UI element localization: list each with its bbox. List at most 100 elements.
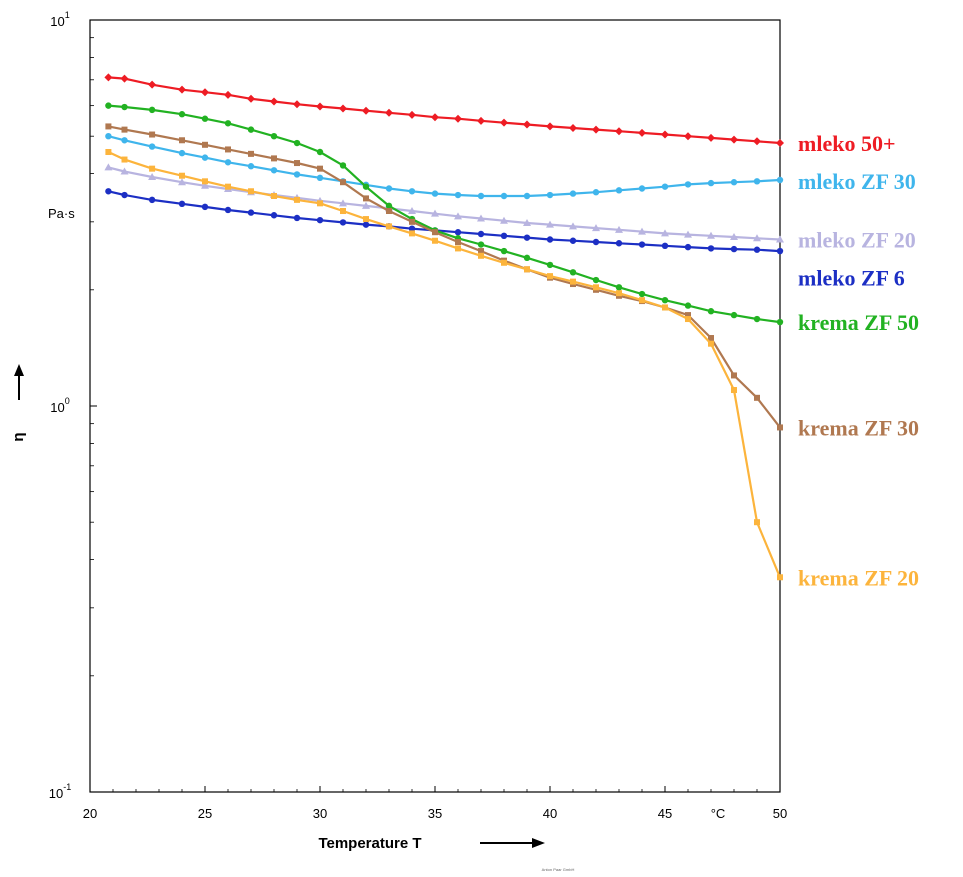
data-point-krema-zf-20 bbox=[777, 574, 783, 581]
data-point-mleko-zf-6 bbox=[707, 245, 715, 252]
data-point-krema-zf-50 bbox=[105, 102, 112, 109]
data-point-krema-zf-30 bbox=[271, 155, 277, 162]
data-point-krema-zf-30 bbox=[432, 229, 438, 236]
x-axis-arrow bbox=[480, 838, 545, 848]
data-point-krema-zf-20 bbox=[685, 316, 691, 323]
data-point-mleko-zf-6 bbox=[339, 219, 347, 226]
data-point-mleko-zf-30 bbox=[454, 191, 462, 199]
data-point-mleko-zf-6 bbox=[753, 246, 761, 253]
data-point-mleko-zf-30 bbox=[500, 192, 508, 200]
data-point-mleko-zf-30 bbox=[408, 188, 416, 195]
data-point-mleko-50 bbox=[523, 120, 531, 129]
y-tick-label: 10-1 bbox=[49, 782, 71, 801]
data-point-krema-zf-50 bbox=[148, 106, 156, 114]
data-point-krema-zf-30 bbox=[455, 238, 461, 245]
data-point-mleko-50 bbox=[120, 74, 129, 83]
data-point-krema-zf-30 bbox=[179, 137, 185, 144]
data-point-mleko-50 bbox=[316, 102, 324, 111]
data-point-krema-zf-20 bbox=[570, 278, 576, 285]
data-point-mleko-zf-6 bbox=[362, 221, 370, 228]
data-point-mleko-zf-6 bbox=[730, 245, 738, 253]
data-point-mleko-50 bbox=[247, 94, 255, 103]
x-tick-label: 50 bbox=[773, 806, 787, 821]
data-point-mleko-zf-20 bbox=[592, 224, 600, 232]
series-label-krema-zf-50: krema ZF 50 bbox=[798, 310, 919, 335]
data-point-krema-zf-50 bbox=[753, 315, 761, 323]
y-tick-label: 100 bbox=[50, 396, 69, 415]
data-point-mleko-zf-30 bbox=[753, 178, 761, 185]
data-point-mleko-zf-30 bbox=[776, 176, 784, 184]
x-tick-label: 25 bbox=[198, 806, 212, 821]
x-tick-label: 45 bbox=[658, 806, 672, 821]
data-point-krema-zf-30 bbox=[105, 123, 112, 130]
x-axis-ticks: 20 25 30 35 40 45 50 bbox=[83, 786, 787, 821]
data-point-krema-zf-30 bbox=[754, 394, 760, 401]
data-point-mleko-zf-20 bbox=[477, 214, 485, 222]
data-point-mleko-zf-20 bbox=[431, 209, 439, 217]
data-point-mleko-zf-30 bbox=[477, 192, 485, 200]
data-point-krema-zf-30 bbox=[248, 150, 254, 157]
data-point-mleko-zf-20 bbox=[523, 218, 531, 226]
data-point-krema-zf-30 bbox=[149, 131, 156, 138]
data-point-mleko-zf-20 bbox=[120, 167, 129, 175]
data-point-mleko-zf-20 bbox=[408, 207, 416, 215]
data-point-mleko-zf-20 bbox=[638, 227, 646, 235]
data-point-mleko-zf-20 bbox=[684, 230, 692, 238]
data-point-krema-zf-20 bbox=[754, 519, 760, 526]
data-point-krema-zf-20 bbox=[547, 273, 553, 280]
data-point-krema-zf-50 bbox=[500, 247, 508, 255]
data-point-mleko-zf-6 bbox=[247, 209, 255, 216]
data-point-krema-zf-20 bbox=[409, 230, 415, 237]
data-point-mleko-zf-6 bbox=[638, 241, 646, 248]
data-point-mleko-50 bbox=[454, 114, 462, 123]
data-point-krema-zf-30 bbox=[386, 208, 392, 215]
data-point-mleko-zf-20 bbox=[454, 212, 462, 220]
data-point-krema-zf-20 bbox=[662, 304, 668, 311]
data-point-mleko-50 bbox=[408, 110, 416, 119]
data-point-krema-zf-30 bbox=[731, 372, 737, 379]
data-point-mleko-zf-30 bbox=[661, 183, 669, 190]
y-axis-title: η bbox=[10, 432, 27, 441]
data-point-mleko-50 bbox=[362, 106, 370, 115]
data-point-krema-zf-50 bbox=[385, 202, 393, 210]
data-point-krema-zf-20 bbox=[179, 172, 185, 179]
data-point-mleko-zf-30 bbox=[293, 171, 301, 178]
data-point-mleko-zf-20 bbox=[148, 172, 157, 180]
series-line-mleko-zf-6 bbox=[108, 190, 781, 253]
data-point-krema-zf-30 bbox=[202, 141, 208, 148]
data-point-mleko-zf-6 bbox=[546, 236, 554, 243]
data-point-mleko-50 bbox=[431, 113, 439, 122]
data-point-mleko-50 bbox=[730, 135, 738, 144]
x-tick-label: 30 bbox=[313, 806, 327, 821]
data-point-mleko-50 bbox=[293, 100, 301, 109]
data-point-krema-zf-20 bbox=[616, 290, 622, 297]
data-point-mleko-50 bbox=[753, 137, 761, 146]
data-point-krema-zf-20 bbox=[478, 252, 484, 259]
data-point-krema-zf-20 bbox=[271, 192, 277, 199]
data-point-mleko-zf-20 bbox=[776, 235, 784, 243]
data-point-krema-zf-20 bbox=[708, 340, 714, 347]
data-point-mleko-zf-6 bbox=[316, 216, 324, 224]
data-point-krema-zf-30 bbox=[685, 312, 691, 319]
series-label-mleko-zf-6: mleko ZF 6 bbox=[798, 265, 905, 290]
data-point-mleko-zf-30 bbox=[707, 179, 715, 187]
data-point-mleko-zf-6 bbox=[454, 229, 462, 236]
data-point-mleko-zf-20 bbox=[178, 178, 186, 186]
y-axis-arrow bbox=[14, 364, 24, 400]
data-point-mleko-zf-6 bbox=[661, 242, 669, 250]
data-point-krema-zf-20 bbox=[386, 223, 392, 230]
data-point-mleko-zf-6 bbox=[592, 238, 600, 246]
data-point-krema-zf-30 bbox=[409, 218, 415, 225]
company-note: Anton Paar GmbH bbox=[542, 867, 575, 872]
series-label-krema-zf-30: krema ZF 30 bbox=[798, 415, 919, 440]
data-point-mleko-zf-30 bbox=[247, 163, 255, 170]
data-point-mleko-zf-6 bbox=[523, 234, 531, 241]
series-line-krema-zf-50 bbox=[108, 104, 781, 324]
data-point-mleko-zf-30 bbox=[546, 191, 554, 199]
data-point-mleko-zf-6 bbox=[500, 232, 508, 240]
y-tick-label: 101 bbox=[50, 10, 69, 29]
data-point-mleko-zf-20 bbox=[500, 216, 508, 224]
data-point-krema-zf-50 bbox=[707, 308, 715, 315]
data-point-mleko-50 bbox=[638, 128, 646, 137]
